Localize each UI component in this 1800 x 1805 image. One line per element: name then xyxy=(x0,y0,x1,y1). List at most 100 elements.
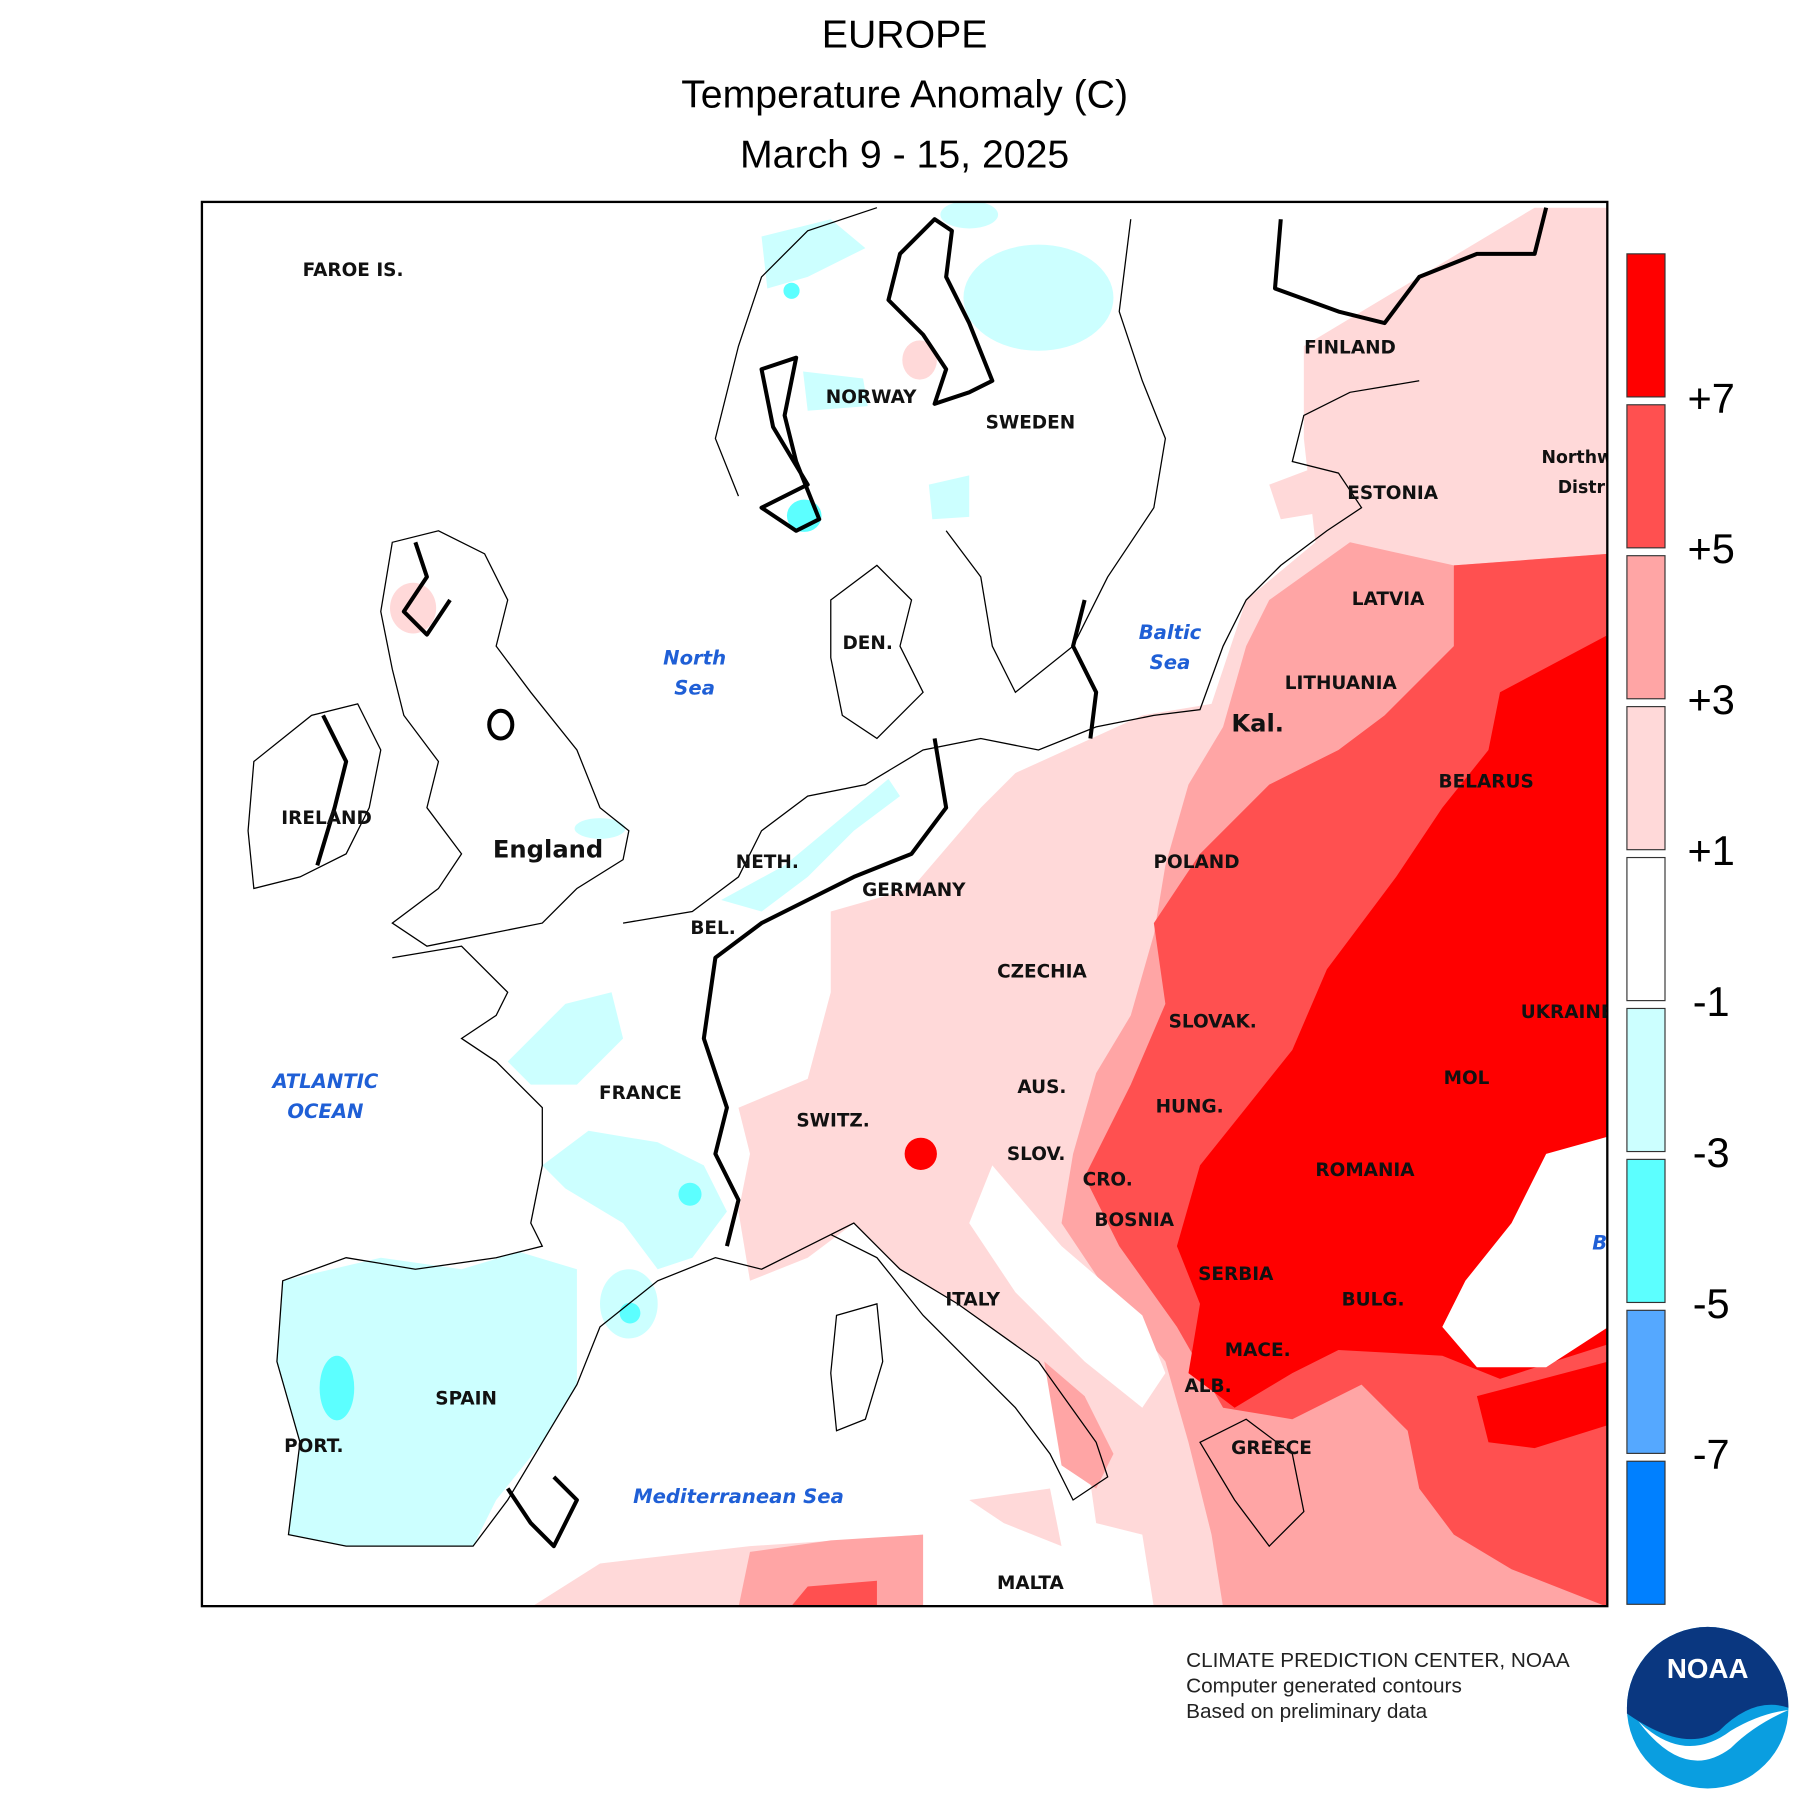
zero-contour xyxy=(886,217,995,406)
legend-label: -1 xyxy=(1693,978,1730,1025)
zero-contour xyxy=(315,714,349,866)
anomaly-region xyxy=(507,992,624,1085)
legend-label: -7 xyxy=(1693,1431,1730,1478)
sea-label: North xyxy=(663,646,726,669)
anomaly-region xyxy=(969,1488,1062,1547)
anomaly-region xyxy=(574,818,626,839)
legend-swatch xyxy=(1626,706,1666,851)
coastline xyxy=(622,380,1420,924)
country-label: PORT. xyxy=(284,1436,343,1457)
country-label: GREECE xyxy=(1231,1438,1312,1459)
map xyxy=(201,201,1608,1607)
sea-label: Sea xyxy=(1150,651,1191,674)
country-label: ESTONIA xyxy=(1347,483,1438,504)
legend-swatch xyxy=(1626,404,1666,549)
anomaly-region xyxy=(783,282,800,299)
zero-contour xyxy=(759,355,822,533)
map-labels: FAROE IS. NORWAY SWEDEN FINLAND ESTONIA LATVI… xyxy=(270,260,1699,1594)
country-label: FAROE IS. xyxy=(303,260,404,281)
anomaly-region xyxy=(761,219,866,289)
country-label: POLAND xyxy=(1154,852,1240,873)
country-label: IRELAND xyxy=(281,808,371,829)
coastline xyxy=(830,1303,884,1432)
anomaly-region xyxy=(791,1580,877,1607)
coastline xyxy=(276,945,1109,1547)
country-label: MOL xyxy=(1444,1068,1490,1089)
legend-swatch xyxy=(1626,1158,1666,1304)
anomaly-region xyxy=(803,371,868,411)
country-label: LITHUANIA xyxy=(1285,673,1398,694)
country-label: SWITZ. xyxy=(796,1111,870,1132)
zero-contour xyxy=(487,708,515,741)
legend-label: -5 xyxy=(1693,1280,1730,1327)
anomaly-region xyxy=(390,582,437,634)
legend-label: +1 xyxy=(1687,827,1734,874)
zero-contour xyxy=(401,541,452,637)
country-label: SERBIA xyxy=(1198,1264,1274,1285)
adriatic-sea xyxy=(969,1165,1166,1408)
country-label: SWEDEN xyxy=(986,412,1076,433)
coastline xyxy=(830,564,924,740)
sea-label: Baltic xyxy=(1139,621,1202,644)
sea-label: OCEAN xyxy=(287,1100,363,1123)
anomaly-region xyxy=(940,201,999,229)
zero-contour xyxy=(506,1475,579,1549)
sea-label: Mediterranean Sea xyxy=(633,1485,844,1508)
country-label: NORWAY xyxy=(826,387,917,408)
legend-swatch xyxy=(1626,1007,1666,1153)
country-label: FRANCE xyxy=(599,1083,682,1104)
anomaly-region xyxy=(963,244,1114,351)
country-label: ITALY xyxy=(945,1289,1000,1310)
legend-swatch xyxy=(1626,555,1666,700)
anomaly-region xyxy=(928,475,970,520)
sea-label: Black Sea xyxy=(1592,1231,1699,1254)
sea-label: Sea xyxy=(674,676,715,699)
logo: NOAA xyxy=(1626,1626,1789,1789)
coastline xyxy=(1199,1418,1305,1548)
legend-label: +3 xyxy=(1687,676,1734,723)
legend-label: +5 xyxy=(1687,525,1734,572)
country-label: HUNG. xyxy=(1156,1097,1224,1118)
anomaly-region xyxy=(1476,1361,1608,1449)
country-label: FINLAND xyxy=(1304,337,1396,358)
country-label: MACE. xyxy=(1225,1340,1291,1361)
legend-label: -3 xyxy=(1693,1129,1730,1176)
map-frame xyxy=(200,200,1609,1608)
country-label: AUS. xyxy=(1017,1077,1066,1098)
subtitle: Temperature Anomaly (C) xyxy=(681,72,1128,116)
country-label: DEN. xyxy=(842,633,892,654)
anomaly-region xyxy=(721,778,900,912)
label-group: FAROE IS. NORWAY SWEDEN FINLAND ESTONIA LATVI… xyxy=(270,260,1699,1594)
country-label: UKRAINE xyxy=(1521,1002,1614,1023)
zero-contour xyxy=(1272,207,1549,326)
logo-gull xyxy=(1638,1710,1789,1761)
country-label: England xyxy=(493,835,603,863)
anomaly-region xyxy=(678,1182,702,1206)
legend: +7 +5 +3 +1 -1 -3 -5 -7 xyxy=(1626,253,1735,1605)
logo-top xyxy=(1626,1626,1789,1740)
anomaly-region xyxy=(1176,635,1608,1408)
country-label: BEL. xyxy=(690,918,735,939)
footer-line: CLIMATE PREDICTION CENTER, NOAA xyxy=(1186,1649,1570,1672)
anomaly-region xyxy=(542,1130,727,1270)
legend-swatch xyxy=(1626,856,1666,1002)
country-label: BELARUS xyxy=(1439,771,1534,792)
country-label: SLOVAK. xyxy=(1169,1011,1257,1032)
country-label: CZECHIA xyxy=(997,962,1087,983)
country-label: ALB. xyxy=(1185,1376,1232,1397)
anomaly-region xyxy=(738,1534,924,1607)
black-sea xyxy=(1442,1136,1608,1368)
legend-swatch xyxy=(1626,253,1666,398)
country-label: Kal. xyxy=(1231,710,1284,738)
coastline xyxy=(380,530,630,947)
country-label: MALTA xyxy=(997,1573,1065,1594)
anomaly-region xyxy=(902,340,937,380)
zero-contour xyxy=(1071,599,1099,739)
legend-swatch xyxy=(1626,1460,1666,1605)
country-label: CRO. xyxy=(1083,1169,1133,1190)
anomaly-region xyxy=(276,1251,577,1547)
anomaly-region xyxy=(619,1302,641,1324)
period: March 9 - 15, 2025 xyxy=(740,132,1069,176)
coastline xyxy=(714,207,1167,694)
